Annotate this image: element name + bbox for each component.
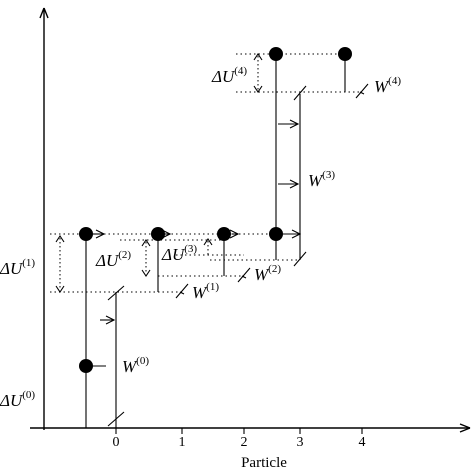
w2-break: [237, 267, 251, 283]
w1-break: [175, 283, 189, 299]
label-delta-u2: ΔU(2): [95, 249, 131, 270]
x-axis-label: Particle: [241, 455, 287, 470]
label-delta-u4: ΔU(4): [211, 65, 247, 86]
x-axis-arrowhead-top: [459, 423, 471, 429]
delta-u2-arrowheads: [141, 239, 151, 277]
label-w0: W(0): [122, 355, 149, 376]
label-w3: W(3): [308, 169, 335, 190]
w3-break-bottom: [293, 251, 307, 267]
delta-u1-arrowheads: [55, 235, 65, 293]
particle-0-low: [79, 359, 93, 373]
tick-label-2: 2: [241, 435, 248, 450]
particle-3: [269, 227, 283, 241]
particle-1: [151, 227, 165, 241]
label-delta-u3: ΔU(3): [161, 243, 197, 264]
tick-label-1: 1: [179, 435, 186, 450]
tick-label-4: 4: [359, 435, 366, 450]
label-w2: W(2): [254, 263, 281, 284]
w3-break-top: [293, 85, 307, 101]
delta-u4-arrowheads: [253, 53, 263, 93]
w0-break-top: [107, 285, 125, 301]
label-delta-u1: ΔU(1): [0, 257, 35, 278]
label-delta-u0: ΔU(0): [0, 389, 35, 410]
y-axis-arrowhead-left: [39, 7, 45, 19]
w0-break-bottom: [107, 411, 125, 427]
x-axis-arrowhead-bottom: [459, 427, 471, 433]
particle-3-top: [269, 47, 283, 61]
particle-0-high: [79, 227, 93, 241]
particle-2: [217, 227, 231, 241]
tick-label-3: 3: [297, 435, 304, 450]
w4-break: [355, 83, 369, 99]
delta-u3-arrowhead: [203, 238, 213, 246]
label-w1: W(1): [192, 281, 219, 302]
particle-4: [338, 47, 352, 61]
label-w4: W(4): [374, 75, 401, 96]
y-axis-arrowhead-right: [43, 7, 49, 19]
tick-label-0: 0: [113, 435, 120, 450]
